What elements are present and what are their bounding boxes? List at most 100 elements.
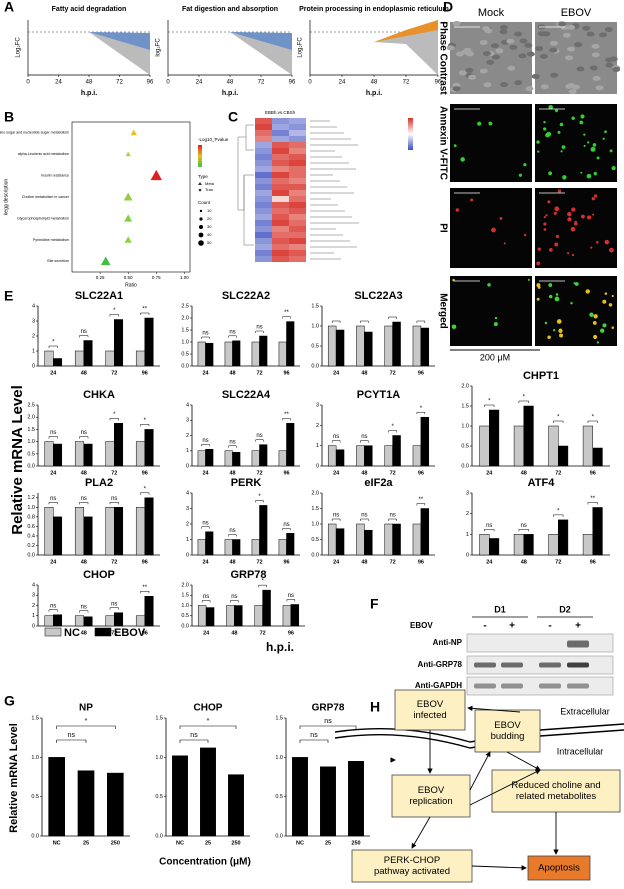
x-tick-label: 96 [147,80,154,86]
legend-symbol [199,217,203,221]
cell-texture [550,72,559,78]
significance: * [113,412,116,418]
x-axis-label: Ratio [125,282,137,288]
bracket [282,528,291,531]
cell-dot [557,130,561,134]
y-tick-label: 1.0 [181,603,189,609]
bar [489,538,500,556]
cell-dot [559,333,564,338]
cell-texture [458,70,467,76]
x-tick-label: 72 [260,630,266,636]
cell-texture [609,56,618,62]
heatmap-cell [255,184,272,190]
y-tick-label: 0 [466,552,469,558]
x-tick-label: 24 [202,370,209,376]
cell-dot [571,207,576,212]
heatmap-cell [289,250,306,256]
y-tick-label: 3 [186,506,189,512]
x-axis-label: h.p.i. [266,640,294,654]
x-tick-label: 48 [371,80,378,86]
y-tick-label: 0 [186,463,189,469]
cell-dot [562,175,567,180]
cell-dot [451,324,457,330]
micrograph [450,276,532,346]
panel-label: H [370,699,380,715]
bar [364,331,373,367]
cell-dot [609,149,613,153]
bar [83,443,93,467]
bar [53,516,63,556]
cell-dot [567,217,572,222]
heatmap-cell [272,238,289,244]
dendrogram [237,124,254,246]
significance: * [391,424,394,430]
x-tick-label: 96 [142,630,148,636]
bracket [286,599,296,602]
bracket [109,502,119,505]
x-tick-label: 24 [50,470,57,476]
bar [114,612,124,627]
plot-area [71,121,191,273]
y-axis-label: Log₂FC [298,37,304,58]
colorbar [198,145,202,167]
bracket [201,336,210,339]
x-tick-label: 0 [26,80,30,86]
bar [135,350,146,367]
cell-dot [570,301,573,305]
heatmap-cell [255,238,272,244]
significance: * [144,486,147,492]
bracket [48,609,58,612]
significance: ** [284,412,289,418]
bracket [331,320,341,323]
bar [364,529,373,556]
x-tick-label: 96 [283,370,289,376]
y-tick-label: Amino sugar and nucleotide sugar metabol… [0,131,69,135]
legend-symbol [198,182,202,185]
band [567,662,589,668]
cell-dot [586,215,592,220]
x-tick-label: 24 [486,559,493,565]
chart-title: Fatty acid degradation [52,6,127,13]
significance: ** [590,496,595,502]
x-axis-label: h.p.i. [222,90,238,97]
significance: * [258,494,261,500]
cell-dot [543,120,546,124]
y-tick-label: 2.0 [181,582,189,588]
y-tick-label: 4 [32,582,35,588]
bar [479,425,490,467]
bracket [228,534,237,537]
bar [205,607,215,627]
y-tick-label: 0.5 [181,613,189,619]
significance: ns [202,331,208,337]
cell-dot [556,319,562,324]
column-label: EBOV [561,7,592,19]
bar [412,445,422,467]
scale-label: 200 μM [480,352,510,362]
y-tick-label: 1.5 [27,427,35,433]
row-label: PI [437,223,448,233]
cell-dot [554,206,560,212]
y-tick-label: 0.2 [27,543,35,549]
band [501,683,523,689]
cell-dot [460,157,465,162]
point [124,236,132,243]
bracket [518,400,529,403]
x-tick-label: 72 [256,559,262,565]
bar [335,528,345,556]
significance: * [207,718,210,725]
x-tick-label: 0 [166,80,170,86]
x-tick-label: 24 [50,370,57,376]
cell-dot [543,228,547,231]
node-label: Apoptosis [538,863,580,874]
cell-texture [565,83,574,89]
point [123,192,133,201]
cell-dot [527,278,530,281]
node-box [391,774,471,818]
bar [592,507,603,556]
cell-texture [499,25,508,31]
bar [320,766,336,837]
bar [234,605,243,627]
bar [83,616,93,627]
legend-label: EBOV [114,627,146,639]
